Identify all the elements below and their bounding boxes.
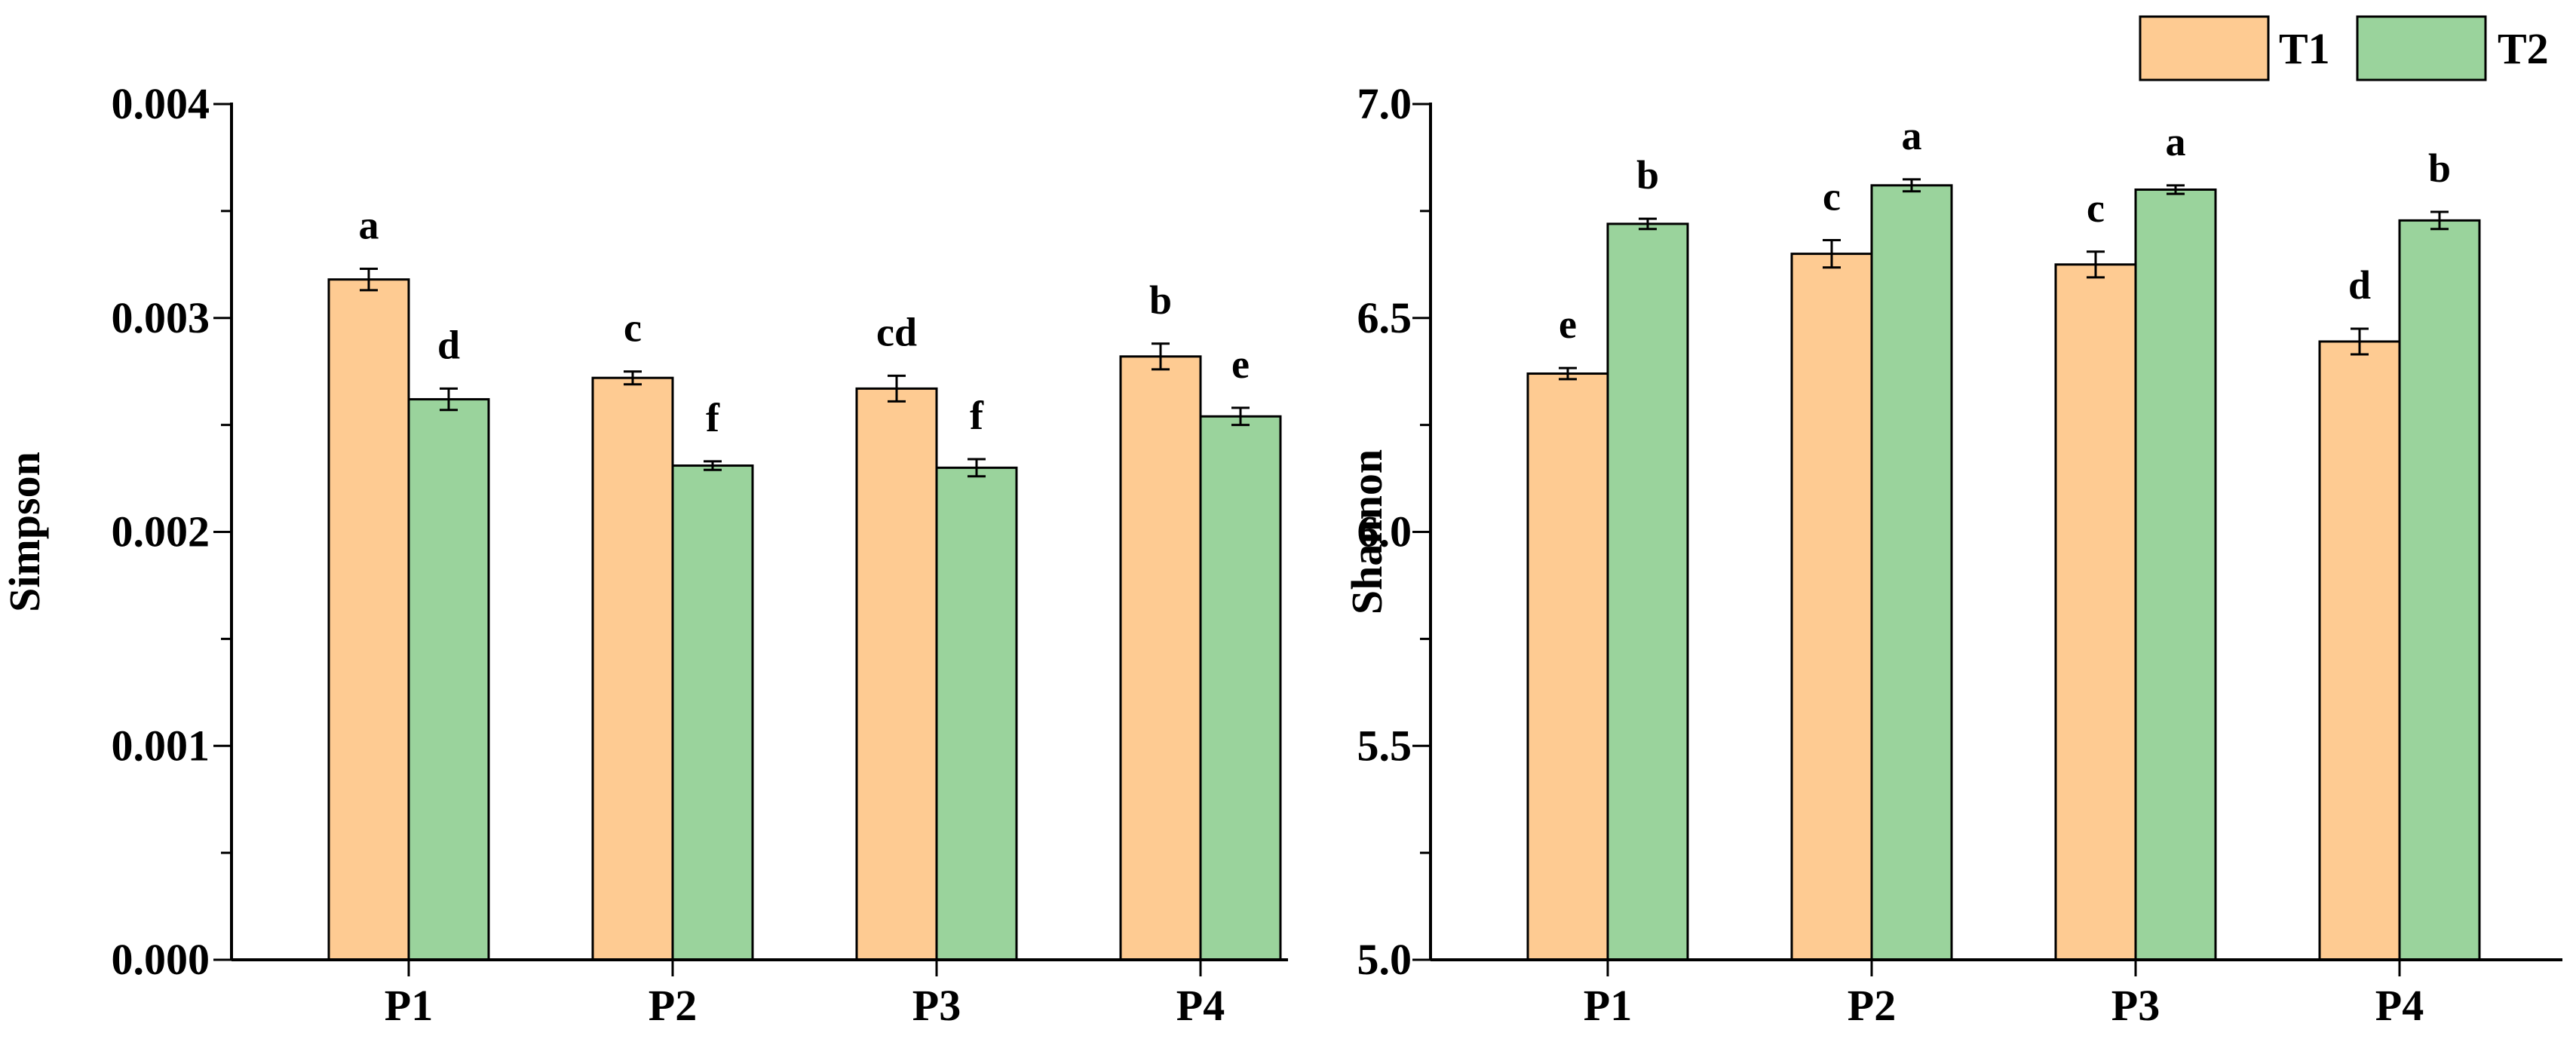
bar-t2-p1	[1606, 222, 1689, 961]
y-tick-label: 0.001	[112, 721, 210, 770]
bar-t1-p4	[1119, 355, 1202, 961]
significance-letter-t2-p1: d	[437, 322, 460, 367]
significance-letter-t1-p1: a	[359, 202, 379, 247]
significance-letter-t1-p4: b	[1149, 277, 1172, 323]
y-tick-label: 0.002	[112, 507, 210, 556]
significance-letter-t1-p4: d	[2348, 262, 2371, 308]
error-bar-t2-p3	[968, 458, 986, 478]
error-bar-t2-p4	[2430, 210, 2449, 231]
bar-t2-p3	[2134, 188, 2217, 961]
bar-t1-p2	[591, 376, 674, 961]
legend-swatch-t2	[2356, 15, 2487, 81]
x-tick-label-p3: P3	[912, 981, 961, 1030]
chart-panel-1: a d P1 c f P2 cd f P3 b e P4 0.000 0.001 0.002 0.003 0.0…	[0, 79, 1288, 1030]
x-tick-label-p3: P3	[2111, 981, 2160, 1030]
significance-letter-t2-p3: f	[970, 393, 984, 438]
significance-letter-t2-p2: a	[1902, 113, 1922, 158]
y-tick-label: 0.003	[112, 293, 210, 342]
legend: T1 T2	[2139, 15, 2549, 81]
error-bar-t1-p4	[2351, 327, 2369, 356]
significance-letter-t2-p3: a	[2166, 119, 2186, 164]
bar-t1-p2	[1790, 253, 1873, 961]
bar-t1-p3	[2054, 263, 2137, 961]
x-tick-label-p2: P2	[1848, 981, 1896, 1030]
significance-letter-t2-p1: b	[1636, 152, 1659, 198]
bar-t2-p1	[407, 398, 490, 961]
x-tick-label-p4: P4	[1176, 981, 1225, 1030]
significance-letter-t1-p1: e	[1559, 302, 1577, 347]
bar-t1-p1	[1526, 372, 1609, 961]
bar-t2-p2	[671, 464, 754, 961]
significance-letter-t1-p2: c	[1823, 173, 1841, 219]
y-tick-label: 7.0	[1357, 79, 1412, 128]
error-bar-t2-p4	[1231, 406, 1250, 427]
significance-letter-t2-p2: f	[706, 395, 720, 440]
bar-t2-p4	[1199, 415, 1282, 961]
bar-t2-p4	[2398, 219, 2481, 961]
significance-letter-t2-p4: b	[2428, 146, 2451, 191]
error-bar-t1-p4	[1152, 342, 1170, 371]
bar-t2-p3	[935, 466, 1018, 961]
error-bar-t2-p3	[2167, 184, 2185, 195]
x-tick-label-p1: P1	[1584, 981, 1632, 1030]
error-bar-t2-p1	[1639, 217, 1657, 231]
significance-letter-t1-p2: c	[624, 305, 642, 351]
x-tick-label-p1: P1	[385, 981, 433, 1030]
y-axis-label: Simpson	[0, 452, 49, 612]
y-axis-label: Shannon	[1342, 449, 1391, 614]
legend-swatch-t1	[2139, 15, 2270, 81]
significance-letter-t1-p3: cd	[876, 309, 917, 354]
y-tick-label: 6.0	[1357, 507, 1412, 556]
bar-t2-p2	[1870, 184, 1953, 961]
error-bar-t1-p1	[1559, 366, 1577, 381]
y-tick-label: 0.004	[112, 79, 210, 128]
y-tick-label: 5.0	[1357, 935, 1412, 984]
error-bar-t1-p2	[1823, 238, 1841, 269]
x-tick-label-p2: P2	[649, 981, 697, 1030]
legend-label-t1: T1	[2279, 24, 2330, 73]
error-bar-t1-p3	[888, 374, 906, 403]
bar-t1-p3	[855, 387, 938, 961]
significance-letter-t2-p4: e	[1231, 342, 1250, 387]
error-bar-t1-p3	[2087, 250, 2105, 279]
significance-letter-t1-p3: c	[2087, 185, 2105, 231]
legend-label-t2: T2	[2498, 24, 2549, 73]
y-tick-label: 0.000	[112, 935, 210, 984]
error-bar-t2-p2	[704, 460, 722, 471]
y-tick-label: 5.5	[1357, 721, 1412, 770]
error-bar-t2-p2	[1903, 178, 1921, 193]
bar-t1-p1	[327, 278, 410, 961]
y-tick-label: 6.5	[1357, 293, 1412, 342]
chart-panel-2: e b P1 c a P2 c a P3 d b P4 5.0 5.5 6.0 6.5 7.0 Shannon	[1342, 79, 2562, 1030]
error-bar-t1-p1	[360, 267, 378, 292]
bar-t1-p4	[2318, 340, 2401, 961]
x-tick-label-p4: P4	[2375, 981, 2424, 1030]
error-bar-t2-p1	[440, 387, 458, 412]
error-bar-t1-p2	[624, 370, 642, 386]
